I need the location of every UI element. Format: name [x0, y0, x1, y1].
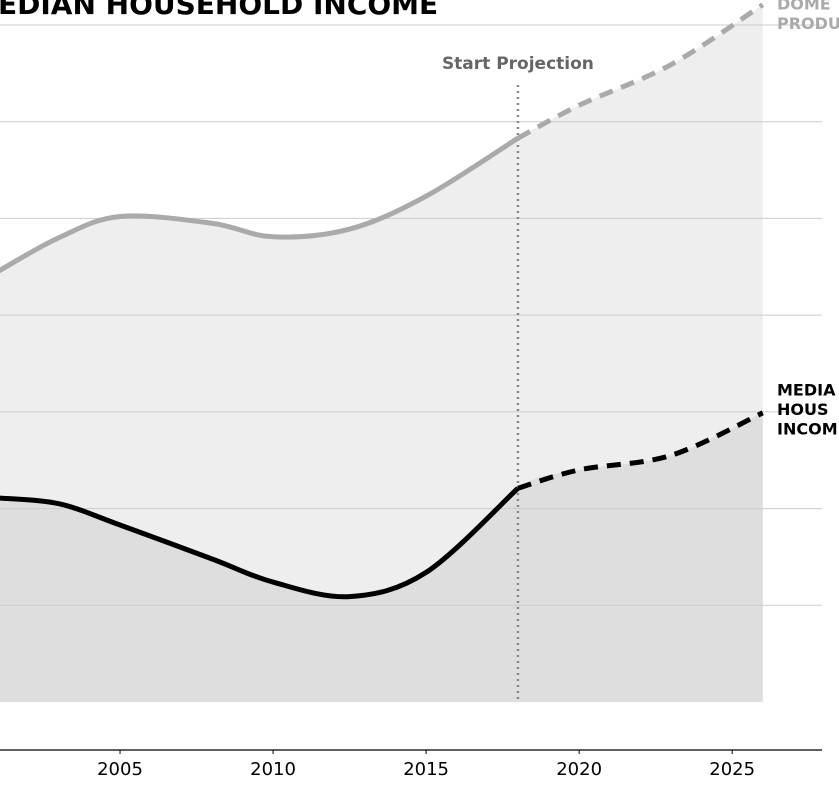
series-label: MEDIA — [777, 380, 836, 399]
areas — [0, 4, 763, 702]
series-label: INCOM — [777, 419, 838, 438]
grid: 2005 2010 2015 2020 2025 Start Projection — [0, 24, 822, 780]
x-tick-label: 2020 — [556, 759, 602, 780]
chart-title: EDIAN HOUSEHOLD INCOME — [0, 0, 438, 21]
x-tick-label: 2005 — [97, 759, 143, 780]
x-tick-label: 2010 — [250, 759, 296, 780]
x-tick-label: 2025 — [709, 759, 755, 780]
series-label: DOME — [777, 0, 831, 14]
projection-line-series — [516, 2, 765, 141]
area — [0, 412, 763, 702]
x-tick-label: 2015 — [403, 759, 449, 780]
series-label: HOUS — [777, 400, 829, 419]
projection-line-series — [517, 410, 764, 491]
projection-label: Start Projection — [442, 54, 594, 74]
series-label: PRODU — [777, 14, 839, 33]
line-series — [0, 486, 520, 600]
line-series — [0, 136, 520, 274]
